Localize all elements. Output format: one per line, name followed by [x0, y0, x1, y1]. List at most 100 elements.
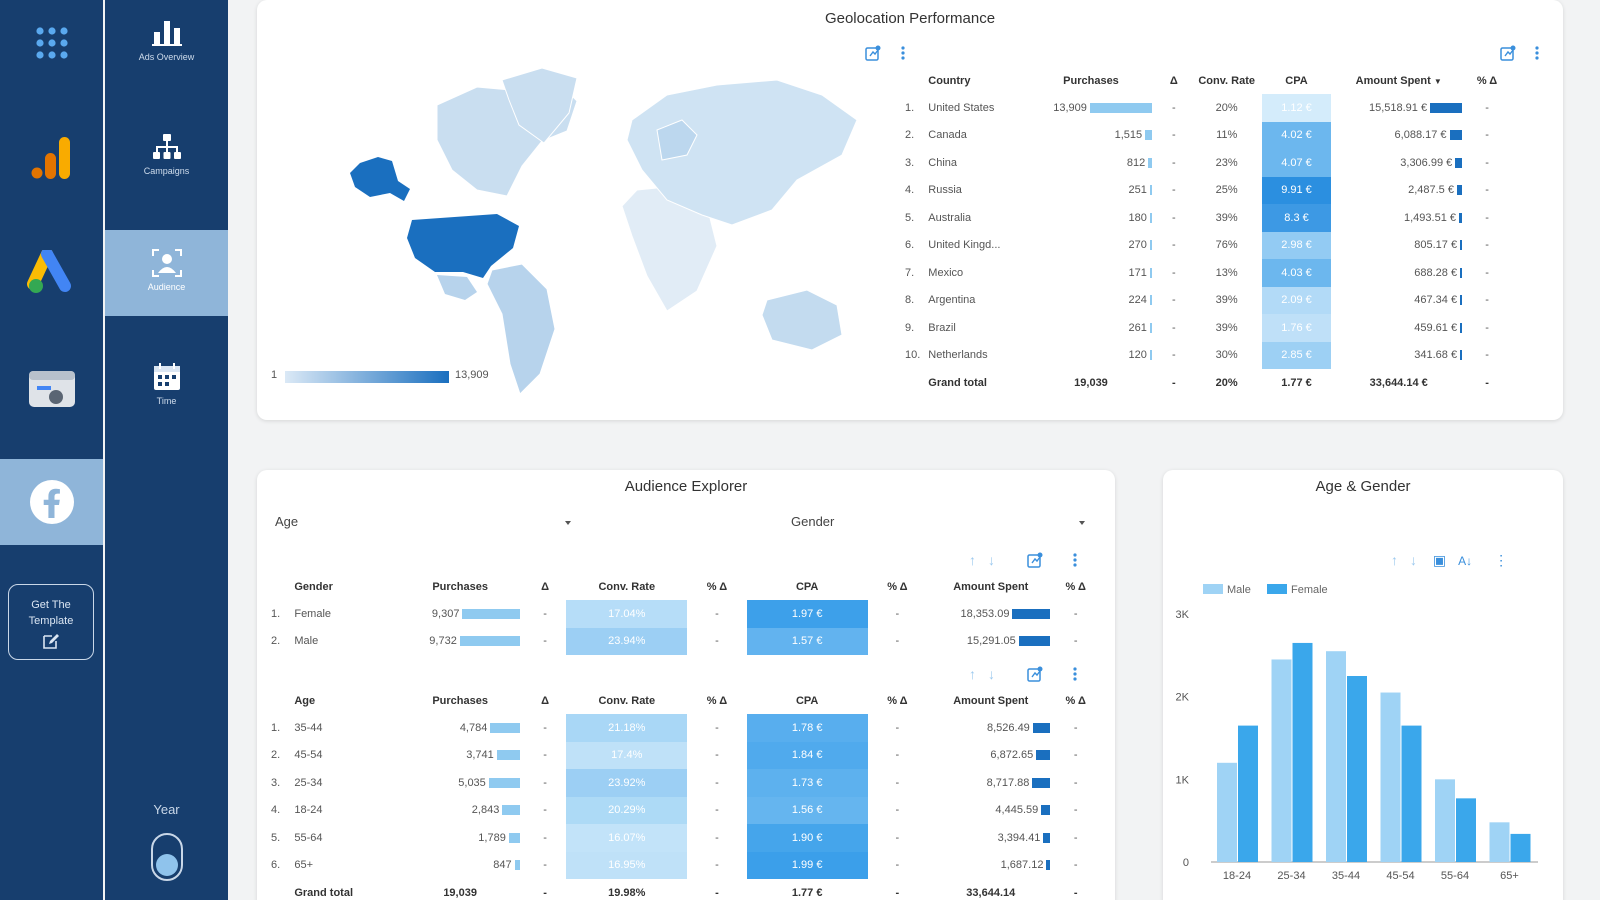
col-country[interactable]: Country	[928, 75, 971, 87]
y-tick-label: 1K	[1176, 774, 1190, 786]
bar-female-45-54[interactable]	[1401, 725, 1422, 862]
col-pct-delta[interactable]: % Δ	[1476, 75, 1498, 87]
gender-table-export-icon[interactable]	[1027, 552, 1043, 568]
column-header[interactable]: % Δ	[706, 581, 728, 593]
year-toggle[interactable]	[151, 833, 183, 881]
table-row[interactable]: 9. Brazil 261 - 39% 1.76 € 459.61 € -	[901, 314, 1508, 342]
age-table-more-icon[interactable]	[1067, 666, 1083, 682]
bar-female-35-44[interactable]	[1347, 676, 1367, 862]
world-map[interactable]	[327, 60, 867, 400]
sort-up-icon[interactable]: ↑	[969, 552, 976, 568]
column-header[interactable]: CPA	[795, 695, 819, 707]
table-row[interactable]: 8. Argentina 224 - 39% 2.09 € 467.34 € -	[901, 286, 1508, 314]
column-header[interactable]: % Δ	[887, 695, 908, 707]
search-console-icon[interactable]	[0, 345, 103, 431]
col-delta[interactable]: Δ	[1169, 75, 1178, 87]
column-header[interactable]: % Δ	[1065, 581, 1086, 593]
google-ads-icon[interactable]	[0, 230, 103, 316]
column-header[interactable]: Amount Spent	[953, 581, 1029, 593]
x-tick-label: 35-44	[1332, 870, 1360, 882]
column-header[interactable]: Conv. Rate	[598, 581, 656, 593]
conv-delta: -	[715, 831, 719, 844]
menu-item-time[interactable]: Time	[105, 362, 228, 448]
gender-filter-dropdown[interactable]: Gender	[791, 514, 1091, 538]
sort-az-icon[interactable]: A↓	[1458, 554, 1473, 568]
legend-label: Female	[1291, 584, 1328, 596]
table-row[interactable]: 3. China 812 - 23% 4.07 € 3,306.99 € -	[901, 149, 1508, 177]
table-row[interactable]: 7. Mexico 171 - 13% 4.03 € 688.28 € -	[901, 259, 1508, 287]
column-header[interactable]: Amount Spent	[953, 695, 1029, 707]
table-export-icon[interactable]	[1500, 45, 1516, 61]
age-table-export-icon[interactable]	[1027, 666, 1043, 682]
cpa-value: 1.78 €	[746, 714, 868, 742]
table-row[interactable]: 3. 25-34 5,035 - 23.92% - 1.73 € - 8,717.88 -	[267, 769, 1097, 797]
facebook-icon[interactable]	[0, 459, 103, 545]
column-header[interactable]: Conv. Rate	[598, 695, 656, 707]
col-conv-rate[interactable]: Conv. Rate	[1198, 75, 1255, 87]
value: 459.61 €	[1414, 321, 1458, 334]
value: 4,784	[459, 721, 488, 734]
bar-male-65+[interactable]	[1489, 822, 1510, 862]
bar-female-65+[interactable]	[1510, 833, 1531, 862]
bar-male-55-64[interactable]	[1435, 779, 1455, 862]
bar-female-55-64[interactable]	[1456, 798, 1476, 862]
get-template-button[interactable]: Get The Template	[8, 584, 94, 660]
table-more-options-icon[interactable]	[1529, 45, 1545, 61]
sort-down-icon[interactable]: ↓	[988, 552, 995, 568]
table-row[interactable]: 1. 35-44 4,784 - 21.18% - 1.78 € - 8,526.49 -	[267, 714, 1097, 742]
row-rank: 8.	[905, 294, 915, 307]
menu-item-audience[interactable]: Audience	[105, 230, 228, 316]
bar-male-45-54[interactable]	[1380, 692, 1401, 862]
table-row[interactable]: 4. Russia 251 - 25% 9.91 € 2,487.5 € -	[901, 176, 1508, 204]
column-header[interactable]: Purchases	[432, 581, 488, 593]
apps-grid-icon[interactable]	[0, 0, 103, 86]
sort-down-icon[interactable]: ↓	[1410, 552, 1417, 568]
more-options-icon[interactable]	[895, 45, 911, 61]
sort-up-icon[interactable]: ↑	[969, 666, 976, 682]
table-row[interactable]: 2. 45-54 3,741 - 17.4% - 1.84 € - 6,872.65 -	[267, 741, 1097, 769]
col-purchases[interactable]: Purchases	[1063, 75, 1119, 87]
spent-delta: -	[1073, 721, 1078, 734]
conv-rate: 39%	[1215, 211, 1238, 224]
column-header[interactable]: Purchases	[432, 695, 488, 707]
column-header[interactable]: Gender	[294, 581, 333, 593]
gender-table-more-icon[interactable]	[1067, 552, 1083, 568]
cpa-value: 8.3 €	[1261, 204, 1332, 232]
column-header[interactable]: % Δ	[1065, 695, 1086, 707]
column-header[interactable]: Age	[294, 695, 316, 707]
column-header[interactable]: Δ	[541, 695, 549, 707]
sort-up-icon[interactable]: ↑	[1391, 552, 1398, 568]
bar-male-18-24[interactable]	[1217, 762, 1237, 862]
menu-item-ads-overview[interactable]: Ads Overview	[105, 18, 228, 104]
chart-more-icon[interactable]: ⋮	[1494, 552, 1509, 568]
bar-female-18-24[interactable]	[1238, 725, 1258, 862]
export-icon[interactable]	[865, 45, 881, 61]
column-header[interactable]: CPA	[795, 581, 819, 593]
col-amount-spent[interactable]: Amount Spent ▼	[1355, 75, 1442, 87]
bar-female-25-34[interactable]	[1292, 642, 1313, 862]
table-row[interactable]: 4. 18-24 2,843 - 20.29% - 1.56 € - 4,445.59 -	[267, 796, 1097, 824]
chart-export-icon[interactable]: ▣	[1432, 552, 1447, 568]
value: 1,789	[478, 831, 506, 844]
bar-male-25-34[interactable]	[1271, 659, 1292, 862]
table-row[interactable]: 5. Australia 180 - 39% 8.3 € 1,493.51 € -	[901, 204, 1508, 232]
cpa-delta: -	[895, 607, 900, 620]
table-row[interactable]: 6. 65+ 847 - 16.95% - 1.99 € - 1,687.12 -	[267, 851, 1097, 879]
col-cpa[interactable]: CPA	[1285, 75, 1308, 87]
column-header[interactable]: Δ	[541, 581, 549, 593]
google-analytics-icon[interactable]	[0, 115, 103, 201]
sort-down-icon[interactable]: ↓	[988, 666, 995, 682]
table-row[interactable]: 2. Canada 1,515 - 11% 4.02 € 6,088.17 € -	[901, 121, 1508, 149]
table-row[interactable]: 6. United Kingd... 270 - 76% 2.98 € 805.17 € -	[901, 231, 1508, 259]
table-row[interactable]: 5. 55-64 1,789 - 16.07% - 1.90 € - 3,394.41 -	[267, 824, 1097, 852]
menu-item-campaigns[interactable]: Campaigns	[105, 132, 228, 218]
table-row[interactable]: 1. United States 13,909 - 20% 1.12 € 15,518.91…	[901, 94, 1508, 122]
bar-male-35-44[interactable]	[1326, 651, 1346, 862]
table-row[interactable]: 1. Female 9,307 - 17.04% - 1.97 € - 18,353.09 -	[267, 600, 1097, 628]
column-header[interactable]: % Δ	[887, 581, 908, 593]
table-row[interactable]: 2. Male 9,732 - 23.94% - 1.57 € - 15,291.05 -	[267, 627, 1097, 655]
age-filter-dropdown[interactable]: Age	[275, 514, 575, 538]
column-header[interactable]: % Δ	[706, 695, 728, 707]
bar-cell: 1,789	[396, 824, 523, 852]
table-row[interactable]: 10. Netherlands 120 - 30% 2.85 € 341.68 € -	[901, 341, 1508, 369]
